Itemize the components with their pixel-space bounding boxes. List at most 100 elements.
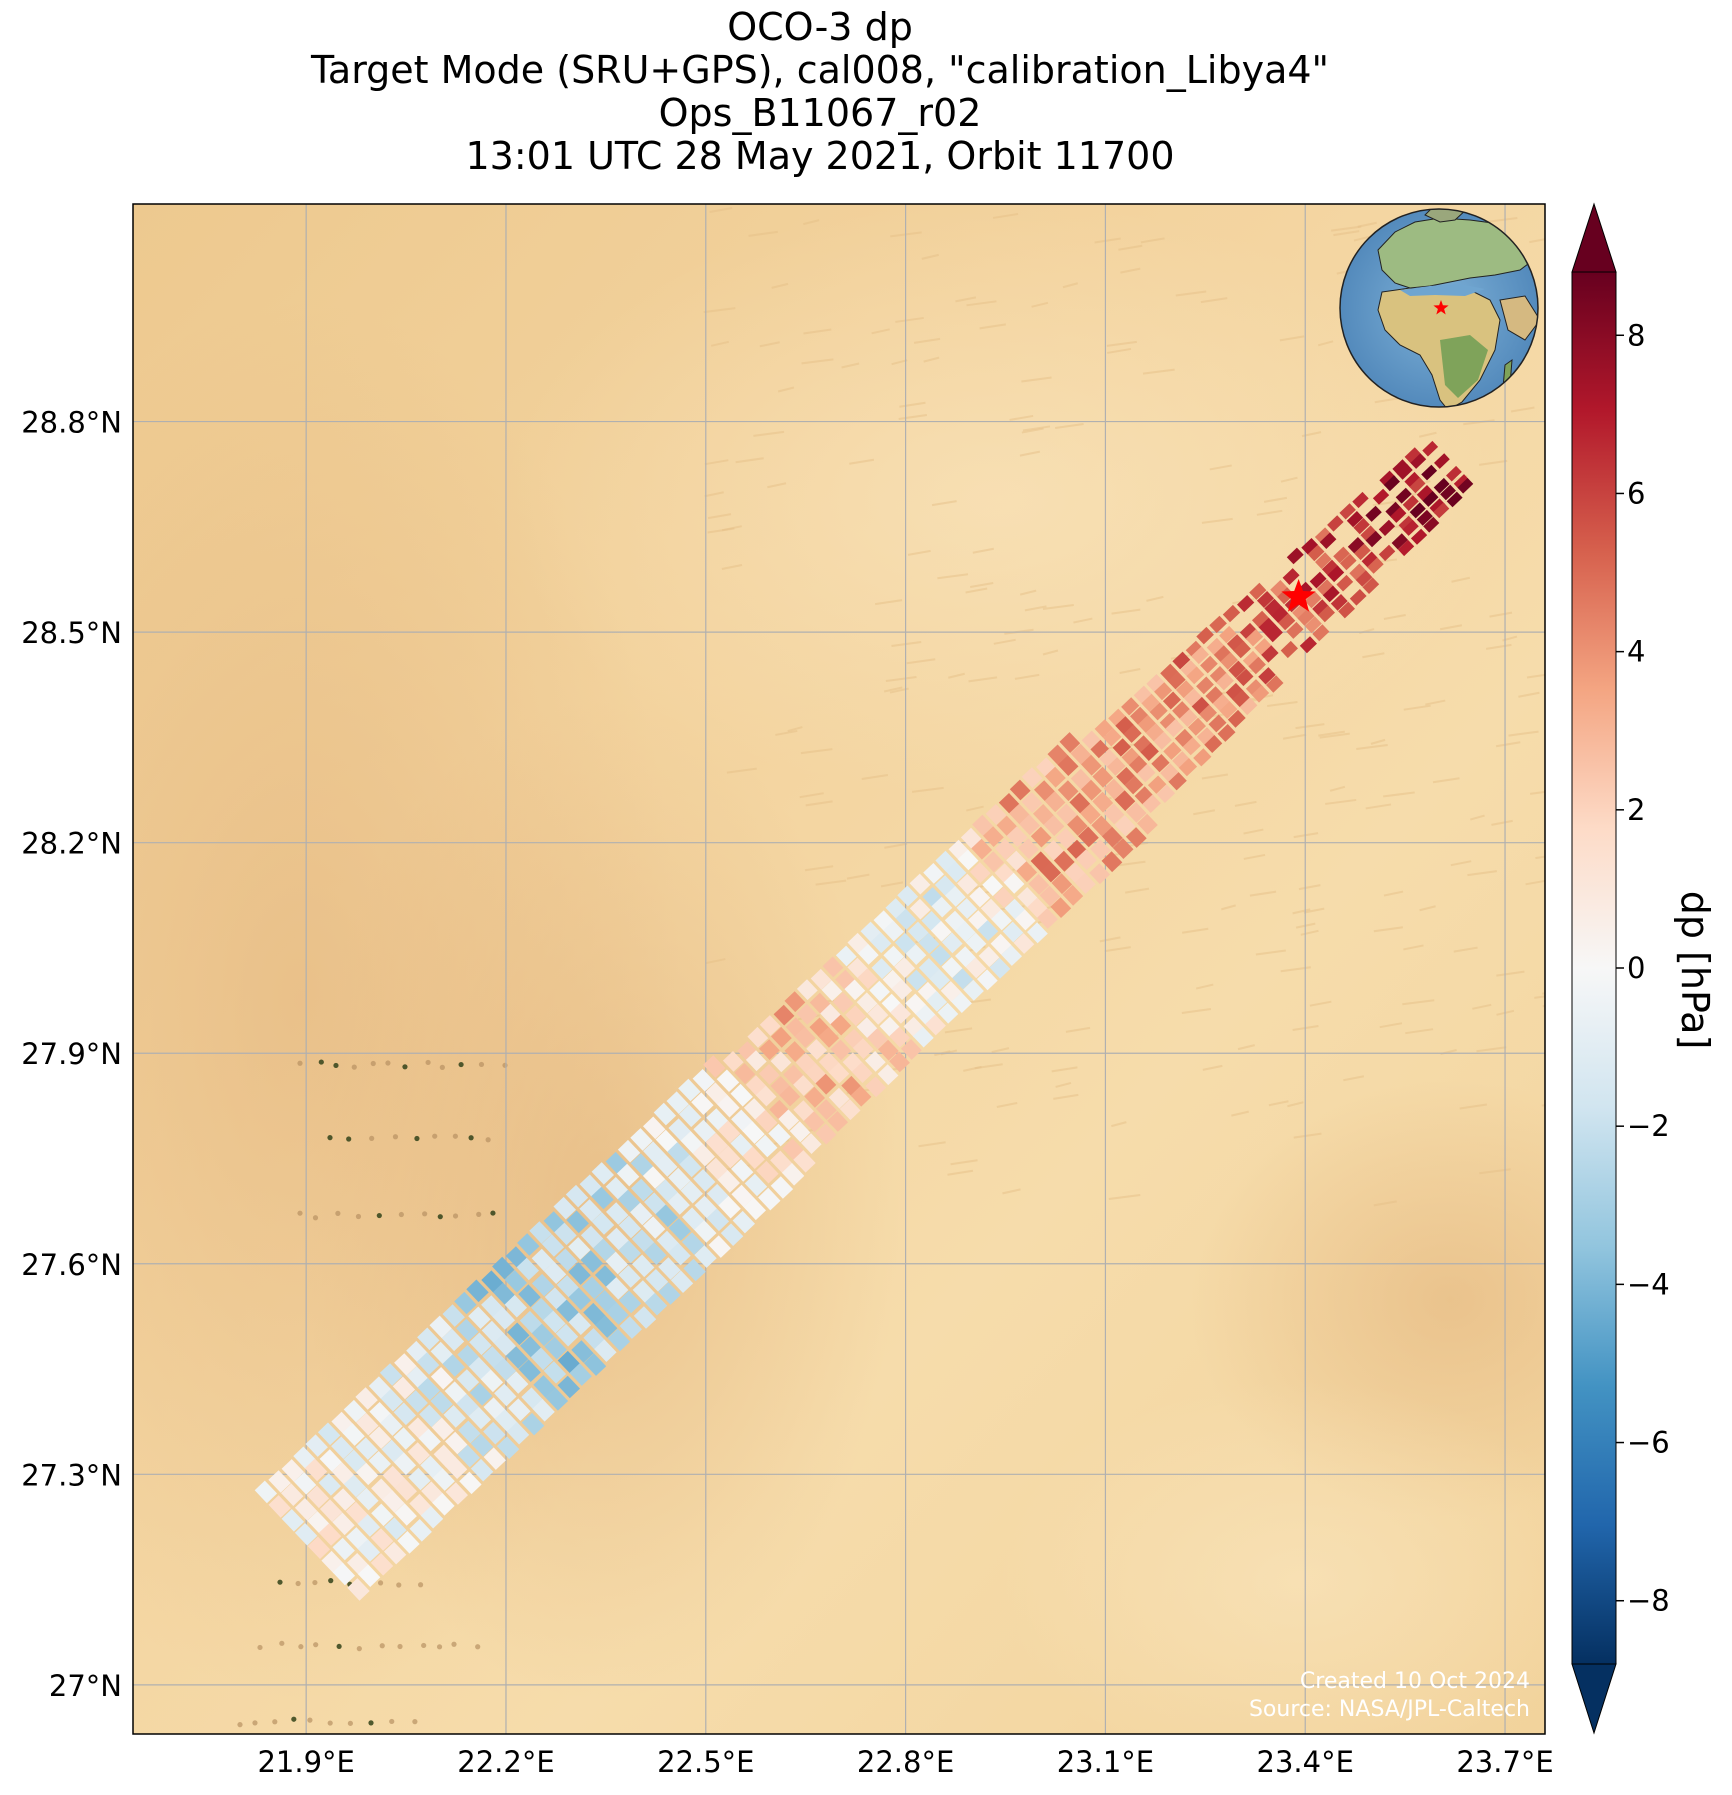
dp-footprint — [1101, 851, 1123, 873]
dp-footprint — [1125, 827, 1147, 848]
dp-footprint — [492, 1256, 515, 1280]
dune-mark — [1042, 604, 1074, 611]
dp-footprint — [909, 898, 931, 920]
dp-footprint — [531, 1298, 554, 1321]
dp-footprint — [832, 992, 854, 1013]
dune-mark — [1111, 1121, 1127, 1128]
dp-footprint — [1321, 559, 1339, 577]
dp-footprint — [1006, 826, 1028, 847]
dp-footprint — [995, 838, 1016, 860]
dp-footprint — [1153, 731, 1172, 750]
dp-footprint — [1040, 861, 1062, 883]
dune-mark — [1453, 946, 1478, 953]
dp-footprint — [506, 1421, 530, 1445]
dp-footprint — [969, 886, 991, 908]
credit-source: Source: NASA/JPL-Caltech — [1249, 1697, 1530, 1722]
dune-mark — [991, 1047, 1010, 1054]
dp-footprint — [906, 969, 927, 991]
oasis-circle — [436, 1644, 443, 1650]
dp-footprint — [895, 908, 917, 930]
oasis-circle — [272, 1719, 278, 1725]
dp-footprint — [815, 1123, 837, 1145]
dune-mark — [1319, 732, 1350, 739]
oasis-circle — [452, 1133, 458, 1139]
dp-footprint — [1278, 613, 1296, 631]
title-line-4: 13:01 UTC 28 May 2021, Orbit 11700 — [465, 134, 1175, 178]
oasis-circle — [327, 1720, 333, 1726]
dp-footprint — [1434, 453, 1450, 469]
dp-footprint — [835, 945, 857, 967]
dp-footprint — [319, 1499, 343, 1522]
dp-footprint — [1028, 874, 1050, 895]
dp-footprint — [492, 1307, 515, 1330]
oasis-circle — [402, 1064, 408, 1070]
dune-mark — [1331, 225, 1362, 232]
dp-footprint — [1235, 668, 1254, 687]
dp-footprint — [355, 1437, 379, 1460]
dp-footprint — [368, 1451, 391, 1474]
dp-footprint — [294, 1523, 318, 1546]
oasis-circle — [257, 1644, 263, 1651]
lon-tick-label: 23.7°E — [1456, 1745, 1553, 1779]
dp-footprint — [1225, 682, 1244, 701]
dp-footprint — [1167, 671, 1186, 690]
dp-footprint — [894, 957, 915, 978]
dp-footprint — [693, 1119, 716, 1143]
dune-mark — [1293, 1132, 1322, 1139]
dune-mark — [1379, 1022, 1403, 1029]
dp-footprint — [1033, 804, 1054, 825]
dp-footprint — [332, 1537, 355, 1561]
dp-footprint — [1112, 738, 1132, 757]
oasis-circle — [355, 1213, 362, 1220]
dune-mark — [1541, 1104, 1545, 1107]
dp-footprint — [417, 1327, 440, 1351]
oasis-circle — [327, 1135, 333, 1141]
dp-footprint — [771, 1026, 792, 1048]
dp-footprint — [668, 1218, 691, 1241]
dp-footprint — [607, 1328, 631, 1352]
dp-footprint — [644, 1292, 668, 1316]
dp-footprint — [681, 1232, 705, 1255]
dp-footprint — [405, 1390, 428, 1413]
dp-footprint — [1193, 748, 1212, 767]
dp-footprint — [1378, 519, 1396, 536]
dune-mark — [913, 337, 941, 344]
dp-footprint — [891, 979, 913, 1000]
dp-footprint — [878, 1039, 899, 1061]
dp-footprint — [493, 1333, 516, 1356]
dune-mark — [775, 729, 798, 736]
dp-footprint — [593, 1238, 616, 1262]
colorbar: 8 6 4 2 0 −2 −4 −6 −8 dp [hPa] — [1571, 202, 1717, 1735]
dune-mark — [1526, 673, 1545, 679]
dp-footprint — [543, 1310, 566, 1334]
dp-footprint — [1114, 790, 1136, 811]
dp-footprint — [901, 1039, 922, 1060]
dune-mark — [1200, 297, 1228, 304]
dp-footprint — [722, 1051, 744, 1072]
dp-footprint — [1081, 779, 1102, 801]
oasis-circle — [458, 1061, 464, 1068]
dune-mark — [931, 500, 957, 507]
dp-footprint — [555, 1323, 579, 1347]
dp-footprint — [1062, 884, 1084, 906]
dp-footprint — [679, 1104, 702, 1128]
oasis-circle — [396, 1582, 402, 1588]
dp-footprint — [989, 957, 1011, 979]
dp-footprint — [469, 1383, 493, 1406]
dp-footprint — [991, 909, 1012, 931]
dune-mark — [1383, 890, 1404, 897]
dp-footprint — [705, 1132, 729, 1156]
dune-mark — [1534, 995, 1545, 999]
dp-footprint — [803, 1111, 825, 1133]
dp-footprint — [822, 956, 844, 978]
dp-footprint — [1212, 693, 1231, 712]
oasis-circle — [277, 1579, 283, 1585]
dp-footprint — [1101, 826, 1123, 848]
dp-footprint — [343, 1399, 367, 1423]
dp-footprint — [531, 1273, 555, 1297]
dp-footprint — [1319, 532, 1337, 549]
oasis-circle — [389, 1718, 395, 1725]
dp-footprint — [1349, 589, 1367, 606]
dp-footprint — [1217, 724, 1236, 742]
dune-mark — [885, 676, 917, 683]
